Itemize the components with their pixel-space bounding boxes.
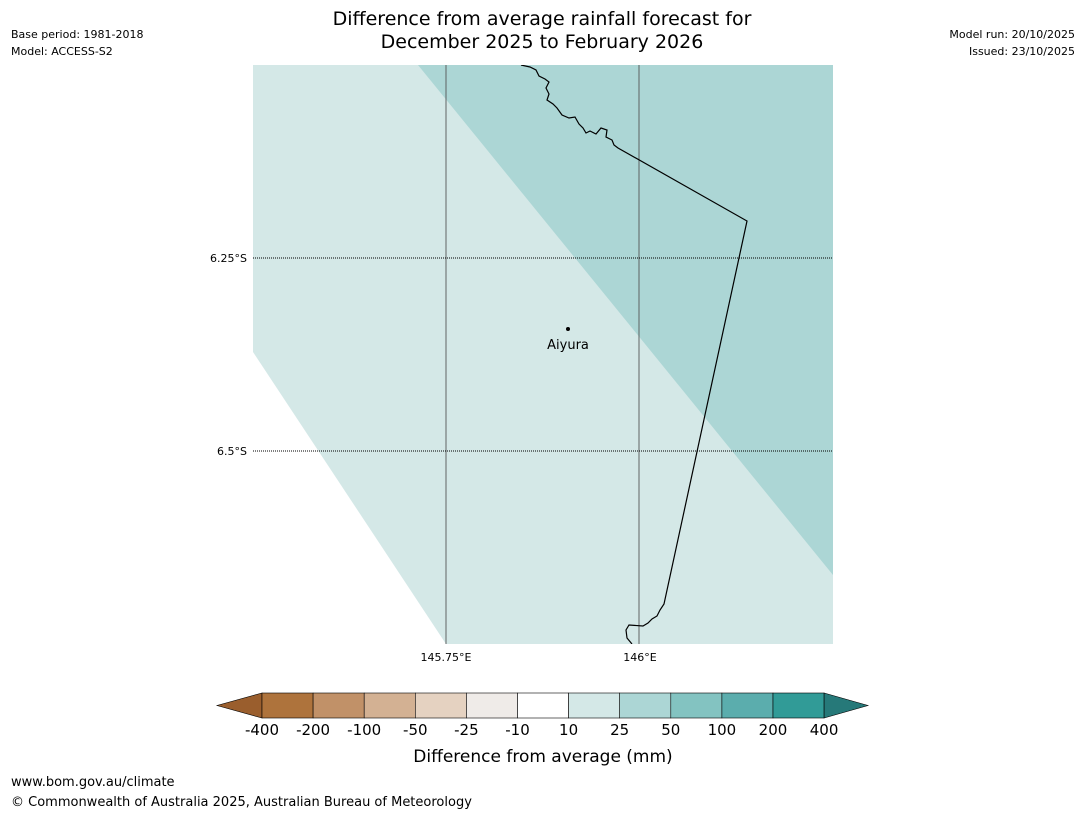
lon-label-145-75: 145.75°E [421, 651, 472, 664]
model-run-text: Model run: 20/10/2025 [949, 28, 1075, 41]
aiyura-marker [566, 327, 570, 331]
colorbar-segment [466, 692, 518, 719]
model-text: Model: ACCESS-S2 [11, 45, 113, 58]
colorbar-segment [619, 692, 672, 719]
colorbar-segment [363, 692, 416, 719]
lat-label-6-25: 6.25°S [210, 252, 247, 265]
colorbar-label: Difference from average (mm) [413, 747, 672, 767]
colorbar-tick-label: 25 [610, 721, 629, 739]
colorbar-tick-label: -10 [505, 721, 530, 739]
header-left: Base period: 1981-2018 Model: ACCESS-S2 [11, 26, 143, 60]
colorbar: -400 -200 -100 -50 -25 -10 10 25 50 100 200 400 [215, 692, 870, 739]
colorbar-tick-label: -100 [347, 721, 381, 739]
colorbar-tick-label: 400 [810, 721, 839, 739]
footer-url[interactable]: www.bom.gov.au/climate [11, 775, 175, 790]
colorbar-segment [670, 692, 723, 719]
colorbar-segment [517, 692, 569, 719]
rainfall-band-25-to-50 [418, 65, 833, 575]
colorbar-tick-label: 100 [708, 721, 737, 739]
title-line-2: December 2025 to February 2026 [380, 31, 704, 53]
colorbar-segment [414, 692, 467, 719]
colorbar-extend-low [215, 692, 263, 719]
colorbar-segment [261, 692, 314, 719]
aiyura-label: Aiyura [547, 338, 589, 353]
colorbar-segment [312, 692, 365, 719]
lat-label-6-5: 6.5°S [217, 445, 247, 458]
colorbar-tick-label: 10 [559, 721, 578, 739]
map-area [253, 65, 833, 644]
colorbar-extend-high [823, 692, 870, 719]
base-period-text: Base period: 1981-2018 [11, 28, 144, 41]
lon-label-146: 146°E [623, 651, 656, 664]
colorbar-tick-label: -25 [454, 721, 479, 739]
title-line-1: Difference from average rainfall forecas… [332, 8, 752, 30]
colorbar-tick-label: -200 [296, 721, 330, 739]
colorbar-tick-label: 200 [759, 721, 788, 739]
issued-text: Issued: 23/10/2025 [968, 45, 1075, 58]
colorbar-segment [721, 692, 774, 719]
colorbar-segment [772, 692, 825, 719]
colorbar-tick-label: -400 [245, 721, 279, 739]
coastline-border [520, 65, 748, 644]
header-right: Model run: 20/10/2025 Issued: 23/10/2025 [949, 26, 1075, 60]
map-title: Difference from average rainfall forecas… [242, 8, 842, 54]
footer-copyright: © Commonwealth of Australia 2025, Austra… [11, 795, 472, 810]
colorbar-tick-label: -50 [403, 721, 428, 739]
colorbar-segment [568, 692, 620, 719]
colorbar-tick-label: 50 [661, 721, 680, 739]
